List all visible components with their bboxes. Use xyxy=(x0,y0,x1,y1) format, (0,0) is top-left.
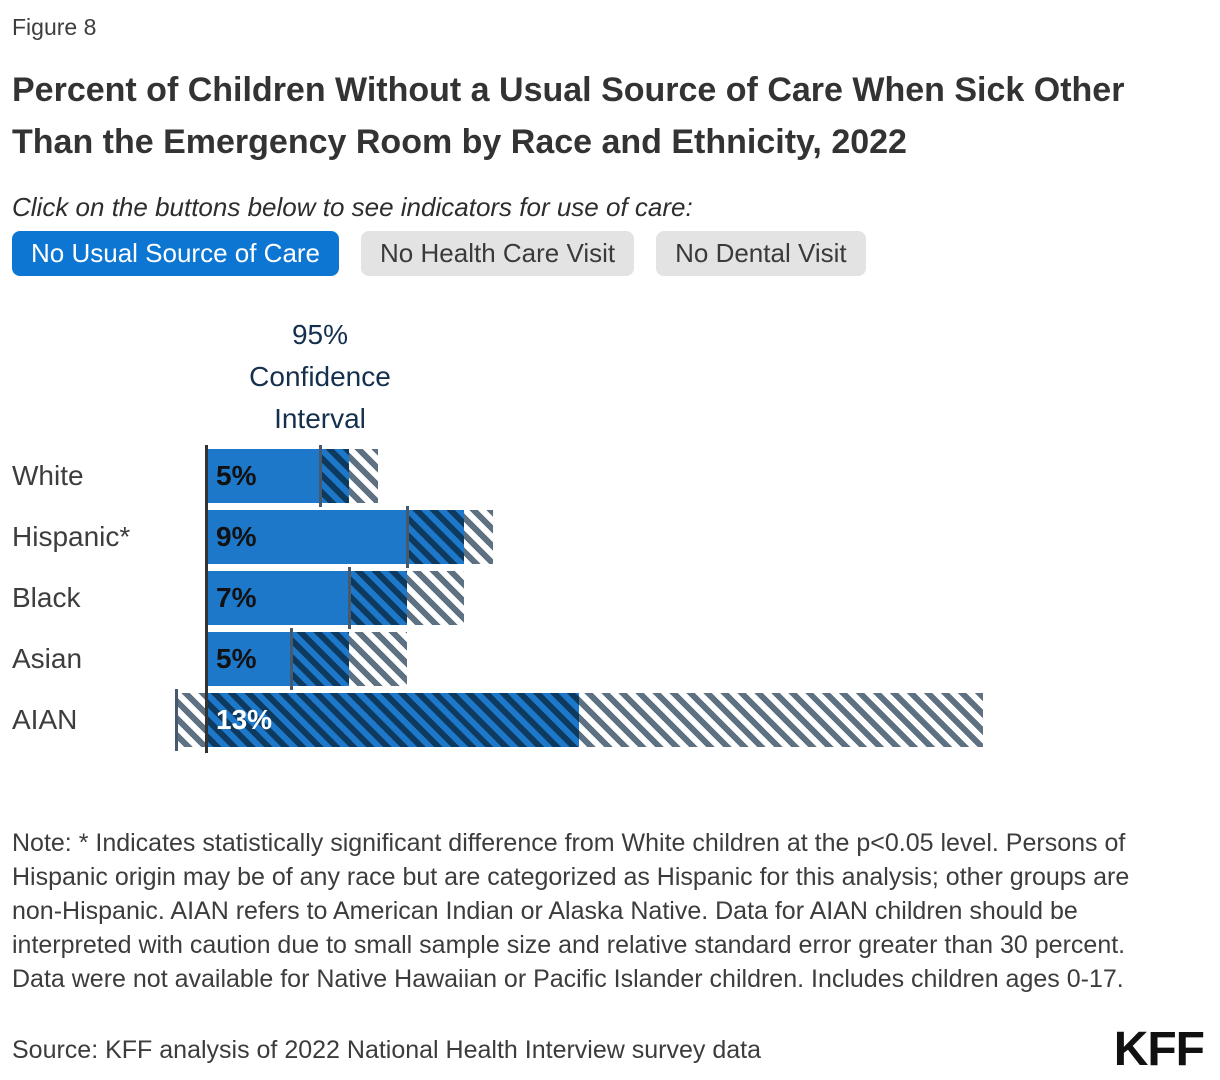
bar-chart: White 5% Hispanic* 9% Black 7% Asian 5% … xyxy=(12,445,1208,753)
button-no-health-care-visit[interactable]: No Health Care Visit xyxy=(361,231,635,276)
confidence-interval-label: 95% Confidence Interval xyxy=(220,314,420,440)
button-no-dental-visit[interactable]: No Dental Visit xyxy=(656,231,866,276)
ci-label-line-3: Interval xyxy=(274,403,366,434)
note-text: Note: * Indicates statistically signific… xyxy=(12,829,1130,993)
ci-hatch-upper xyxy=(349,632,407,686)
bar-row: Asian 5% xyxy=(12,628,1208,690)
instruction-text: Click on the buttons below to see indica… xyxy=(12,192,693,222)
ci-hatch-upper xyxy=(349,449,378,503)
ci-hatch-upper xyxy=(406,571,465,625)
ci-hatch-lower xyxy=(320,449,349,503)
ci-hatch-upper xyxy=(464,510,493,564)
ci-lower-edge-line xyxy=(405,506,409,568)
category-label: Black xyxy=(12,582,81,613)
ci-lower-edge-line xyxy=(175,689,179,751)
ci-lower-edge-line xyxy=(319,445,323,507)
bar-row: AIAN 13% xyxy=(12,689,1208,751)
ci-lower-edge-line xyxy=(348,567,351,629)
button-no-usual-source-of-care[interactable]: No Usual Source of Care xyxy=(12,231,340,276)
bar-row: Black 7% xyxy=(12,567,1208,629)
figure-label: Figure 8 xyxy=(12,14,97,40)
page-title: Percent of Children Without a Usual Sour… xyxy=(12,71,1125,161)
source-text: Source: KFF analysis of 2022 National He… xyxy=(12,1036,761,1064)
ci-hatch-lower xyxy=(205,693,580,747)
indicator-button-row: No Usual Source of Care No Health Care V… xyxy=(12,231,866,276)
bar-row: White 5% xyxy=(12,445,1208,507)
kff-logo: KFF xyxy=(1113,1023,1205,1076)
ci-hatch-below-zero xyxy=(176,693,205,747)
category-label: Asian xyxy=(12,643,83,674)
category-label: AIAN xyxy=(12,704,78,735)
ci-label-line-2: Confidence xyxy=(249,361,391,392)
value-label: 5% xyxy=(216,460,257,491)
ci-hatch-lower xyxy=(291,632,349,686)
value-label: 13% xyxy=(216,704,273,735)
category-label: Hispanic* xyxy=(12,521,131,552)
value-label: 7% xyxy=(216,582,257,613)
category-label: White xyxy=(12,460,84,491)
ci-lower-edge-line xyxy=(290,628,294,690)
value-label: 9% xyxy=(216,521,257,552)
chart-axis-line xyxy=(205,445,208,753)
value-label: 5% xyxy=(216,643,257,674)
ci-hatch-lower xyxy=(349,571,407,625)
ci-label-line-1: 95% xyxy=(291,319,349,350)
bar-row: Hispanic* 9% xyxy=(12,506,1208,568)
ci-hatch-lower xyxy=(406,510,465,564)
ci-hatch-upper xyxy=(579,693,983,747)
